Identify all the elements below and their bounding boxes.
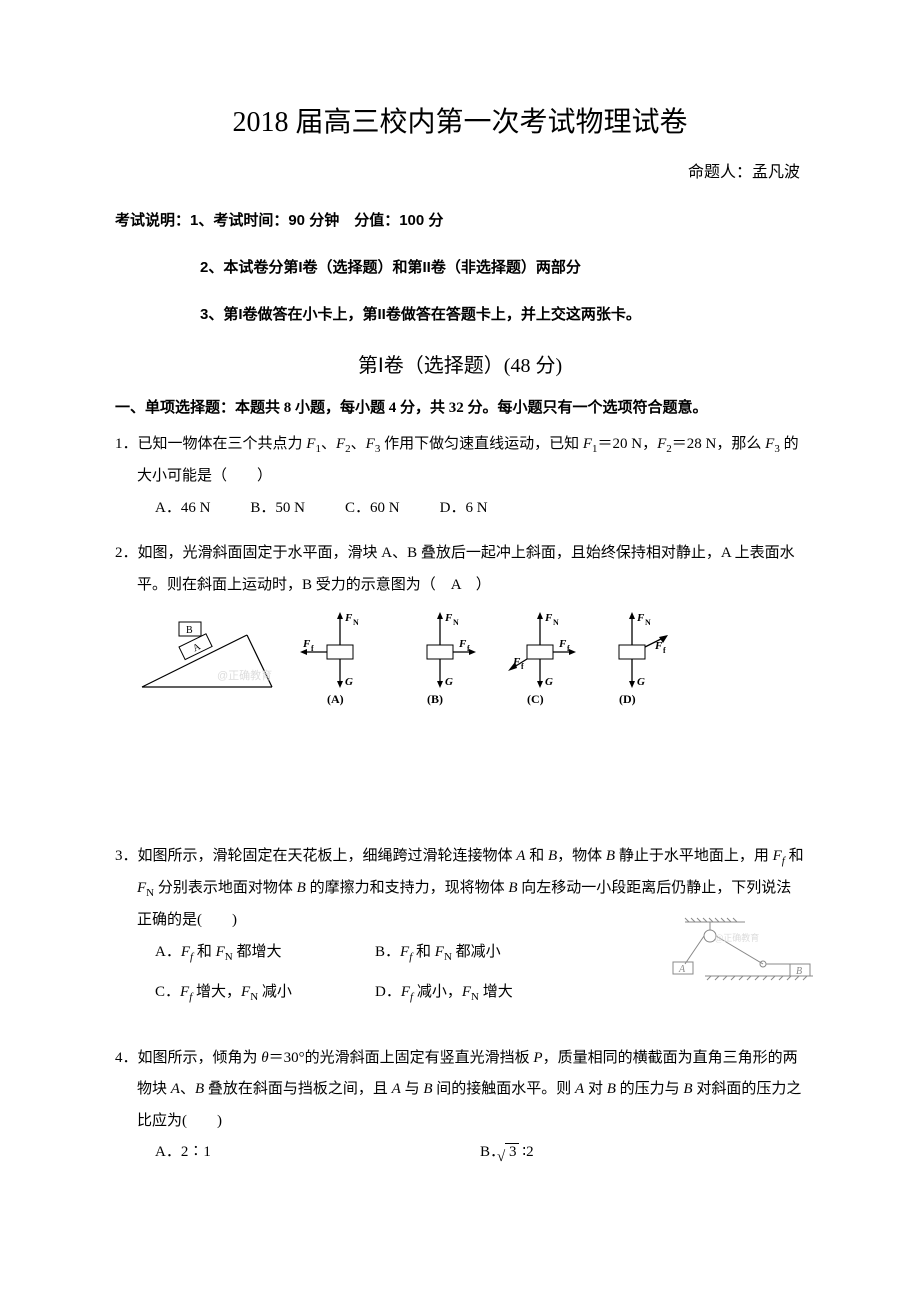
question-1: 1．已知一物体在三个共点力 F1、F2、F3 作用下做匀速直线运动，已知 F1＝… (115, 429, 805, 524)
q1-option-a: A．46 N (155, 493, 210, 525)
q2-option-a-fig: FN Ff G (A) (297, 607, 377, 707)
q3-figure: A B @正确教育 (665, 916, 815, 981)
q4-option-a: A．2∶1 (155, 1137, 480, 1169)
q2-figures: A B @正确教育 FN Ff G (A) FN (115, 607, 805, 707)
svg-text:F: F (512, 656, 521, 668)
svg-text:A: A (678, 964, 686, 975)
q4-num: 4． (115, 1050, 138, 1066)
q3-option-c: C．Ff 增大，FN 减小 (155, 977, 375, 1009)
author-line: 命题人：孟凡波 (115, 158, 805, 182)
svg-text:F: F (302, 638, 311, 650)
svg-text:F: F (344, 612, 353, 624)
svg-text:@正确教育: @正确教育 (217, 668, 272, 682)
svg-text:A: A (191, 641, 203, 654)
q2-text: 如图，光滑斜面固定于水平面，滑块 A、B 叠放后一起冲上斜面，且始终保持相对静止… (137, 545, 795, 593)
svg-text:F: F (636, 612, 645, 624)
instruction-2: 2、本试卷分第I卷（选择题）和第II卷（非选择题）两部分 (115, 251, 805, 284)
svg-text:f: f (521, 662, 524, 671)
q4-option-b: B．√3 ∶2 (480, 1137, 805, 1169)
svg-text:f: f (467, 644, 470, 653)
svg-text:B: B (796, 966, 802, 977)
svg-text:G: G (345, 676, 353, 688)
svg-text:B: B (186, 625, 193, 636)
svg-text:F: F (458, 638, 467, 650)
q2-option-c-fig: FN Ff Ff G (C) (497, 607, 577, 707)
svg-text:(B): (B) (427, 692, 443, 706)
svg-text:f: f (663, 646, 666, 655)
question-3: 3．如图所示，滑轮固定在天花板上，细绳跨过滑轮连接物体 A 和 B，物体 B 静… (115, 841, 805, 1009)
question-2: 2．如图，光滑斜面固定于水平面，滑块 A、B 叠放后一起冲上斜面，且始终保持相对… (115, 538, 805, 707)
question-4: 4．如图所示，倾角为 θ＝30°的光滑斜面上固定有竖直光滑挡板 P，质量相同的横… (115, 1043, 805, 1169)
exam-title: 2018 届高三校内第一次考试物理试卷 (115, 100, 805, 140)
svg-text:N: N (453, 618, 459, 627)
svg-text:F: F (558, 638, 567, 650)
q2-num: 2． (115, 545, 138, 561)
q3-option-d: D．Ff 减小，FN 增大 (375, 977, 595, 1009)
svg-text:F: F (654, 640, 663, 652)
instruction-3: 3、第I卷做答在小卡上，第II卷做答在答题卡上，并上交这两张卡。 (115, 298, 805, 331)
instructions: 考试说明：1、考试时间：90 分钟 分值：100 分 2、本试卷分第I卷（选择题… (115, 204, 805, 331)
svg-text:f: f (311, 644, 314, 653)
instruction-1: 考试说明：1、考试时间：90 分钟 分值：100 分 (115, 204, 805, 237)
q3-num: 3． (115, 848, 138, 864)
svg-text:N: N (353, 618, 359, 627)
q3-option-b: B．Ff 和 FN 都减小 (375, 937, 595, 969)
section-1-instructions: 一、单项选择题：本题共 8 小题，每小题 4 分，共 32 分。每小题只有一个选… (115, 396, 805, 417)
q1-t1: 已知一物体在三个共点力 (138, 436, 307, 452)
q1-option-d: D．6 N (440, 493, 488, 525)
svg-text:G: G (637, 676, 645, 688)
q2-incline-diagram: A B @正确教育 (137, 607, 277, 702)
svg-text:(A): (A) (327, 692, 344, 706)
q3-option-a: A．Ff 和 FN 都增大 (155, 937, 375, 969)
svg-text:F: F (444, 612, 453, 624)
svg-text:(C): (C) (527, 692, 544, 706)
q1-num: 1． (115, 436, 138, 452)
svg-text:G: G (545, 676, 553, 688)
svg-text:N: N (553, 618, 559, 627)
svg-text:f: f (567, 644, 570, 653)
svg-text:(D): (D) (619, 692, 636, 706)
svg-text:G: G (445, 676, 453, 688)
section-1-title: 第Ⅰ卷（选择题）(48 分) (115, 349, 805, 378)
q1-option-b: B．50 N (250, 493, 305, 525)
svg-text:F: F (544, 612, 553, 624)
svg-text:@正确教育: @正确教育 (715, 932, 759, 943)
q2-option-b-fig: FN Ff G (B) (397, 607, 477, 707)
q2-option-d-fig: FN Ff G (D) (597, 607, 677, 707)
q1-option-c: C．60 N (345, 493, 400, 525)
svg-text:N: N (645, 618, 651, 627)
